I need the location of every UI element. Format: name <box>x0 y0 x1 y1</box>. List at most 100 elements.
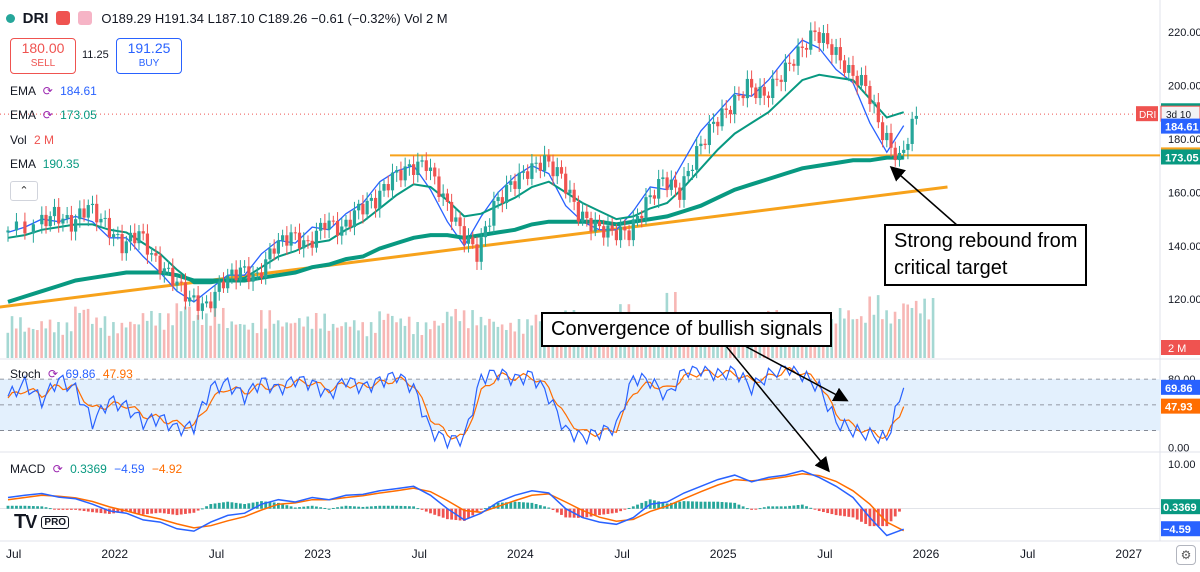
macd-histogram-bar <box>598 508 601 516</box>
macd-histogram-bar <box>268 501 272 509</box>
volume-bar <box>923 298 926 358</box>
volume-bar <box>52 332 56 358</box>
candle-body <box>445 193 449 202</box>
macd-histogram-bar <box>615 508 618 513</box>
macd-histogram-bar <box>416 508 420 510</box>
refresh-icon: ⟳ <box>52 462 63 476</box>
candle-body <box>627 230 631 241</box>
legend-ema-3[interactable]: EMA 190.35 <box>10 157 79 171</box>
candle-body <box>395 170 399 173</box>
legend-macd[interactable]: MACD ⟳ 0.3369 −4.59 −4.92 <box>10 462 182 476</box>
macd-histogram-bar <box>175 508 179 516</box>
legend-ema-1[interactable]: EMA ⟳ 184.61 <box>10 84 97 98</box>
candle-body <box>593 221 597 232</box>
candle-body <box>251 273 255 282</box>
legend-ema-2[interactable]: EMA ⟳ 173.05 <box>10 108 97 122</box>
volume-bar <box>897 319 901 358</box>
candle-body <box>437 176 441 198</box>
volume-bar <box>238 323 242 358</box>
candle-body <box>78 208 82 220</box>
buy-price: 191.25 <box>127 40 171 56</box>
volume-bar <box>251 322 255 358</box>
macd-histogram-bar <box>538 505 542 509</box>
legend-volume-name: Vol <box>10 133 27 147</box>
volume-bar <box>454 308 457 358</box>
candle-body <box>357 203 361 211</box>
volume-bar <box>298 318 301 358</box>
candle-body <box>610 225 614 231</box>
volume-bar <box>243 324 246 358</box>
candle-body <box>40 214 44 225</box>
candle-body <box>538 162 542 171</box>
volume-readout: Vol 2 M <box>404 11 448 26</box>
symbol-name[interactable]: DRI <box>22 10 49 27</box>
macd-histogram-bar <box>277 502 280 509</box>
macd-histogram-bar <box>847 508 851 517</box>
candle-body <box>314 230 319 248</box>
volume-bar <box>851 319 855 358</box>
candle-body <box>48 216 52 227</box>
candle-body <box>416 161 420 175</box>
macd-histogram-bar <box>864 508 868 524</box>
macd-histogram-bar <box>640 502 644 509</box>
volume-bar <box>369 322 373 358</box>
volume-bar <box>872 314 876 358</box>
volume-bar <box>323 313 326 358</box>
sell-button[interactable]: 180.00 SELL <box>10 38 76 74</box>
legend-ema-2-value: 173.05 <box>60 108 97 122</box>
candle-body <box>695 146 699 170</box>
macd-histogram-bar <box>361 506 365 509</box>
gear-icon[interactable]: ⚙ <box>1176 545 1196 565</box>
candle-body <box>517 172 521 189</box>
candle-body <box>568 189 572 194</box>
macd-tag-label: 0.3369 <box>1163 502 1197 514</box>
macd-histogram-bar <box>889 508 893 522</box>
candle-body <box>572 189 576 202</box>
volume-bar <box>74 306 77 358</box>
buy-button[interactable]: 191.25 BUY <box>116 38 182 74</box>
legend-volume[interactable]: Vol 2 M <box>10 133 54 147</box>
price-tick-label: 120.00 <box>1168 294 1200 306</box>
macd-histogram-bar <box>860 508 863 522</box>
candle-body <box>14 221 19 231</box>
collapse-legend-button[interactable]: ⌃ <box>10 181 38 201</box>
macd-histogram-bar <box>619 508 623 512</box>
volume-bar <box>145 320 149 358</box>
price-tag-symbol-bg <box>1136 106 1158 122</box>
volume-bar <box>302 326 305 358</box>
volume-bar <box>500 324 504 358</box>
macd-histogram-bar <box>179 508 183 515</box>
macd-histogram-bar <box>205 506 208 509</box>
macd-histogram-bar <box>805 506 808 509</box>
volume-bar <box>902 303 905 358</box>
macd-histogram-bar <box>238 503 242 509</box>
legend-macd-signal: −4.92 <box>151 462 183 476</box>
chart-mode-icon[interactable] <box>56 11 71 25</box>
volume-bar <box>893 311 897 358</box>
volume-bar <box>340 326 343 358</box>
candle-body <box>897 152 902 161</box>
macd-histogram-bar <box>369 506 373 509</box>
volume-bar <box>344 322 348 358</box>
legend-ema-1-value: 184.61 <box>60 84 97 98</box>
candle-body <box>420 160 424 162</box>
macd-histogram-bar <box>399 505 403 509</box>
candle-body <box>209 301 213 309</box>
macd-histogram-bar <box>610 508 614 514</box>
volume-bar <box>95 317 98 358</box>
candle-body <box>800 46 804 48</box>
macd-histogram-bar <box>872 508 876 527</box>
candle-body <box>365 200 369 215</box>
candle-body <box>631 219 635 241</box>
legend-stoch[interactable]: Stoch ⟳ 69.86 47.93 <box>10 367 133 381</box>
macd-histogram-bar <box>813 508 817 510</box>
volume-bar <box>838 308 842 358</box>
volume-bar <box>336 327 339 358</box>
macd-histogram-bar <box>234 502 238 509</box>
candle-body <box>851 65 855 76</box>
macd-histogram-bar <box>784 506 787 509</box>
macd-histogram-bar <box>564 508 568 518</box>
compare-icon[interactable] <box>77 11 92 25</box>
price-tick-label: 200.00 <box>1168 80 1200 92</box>
